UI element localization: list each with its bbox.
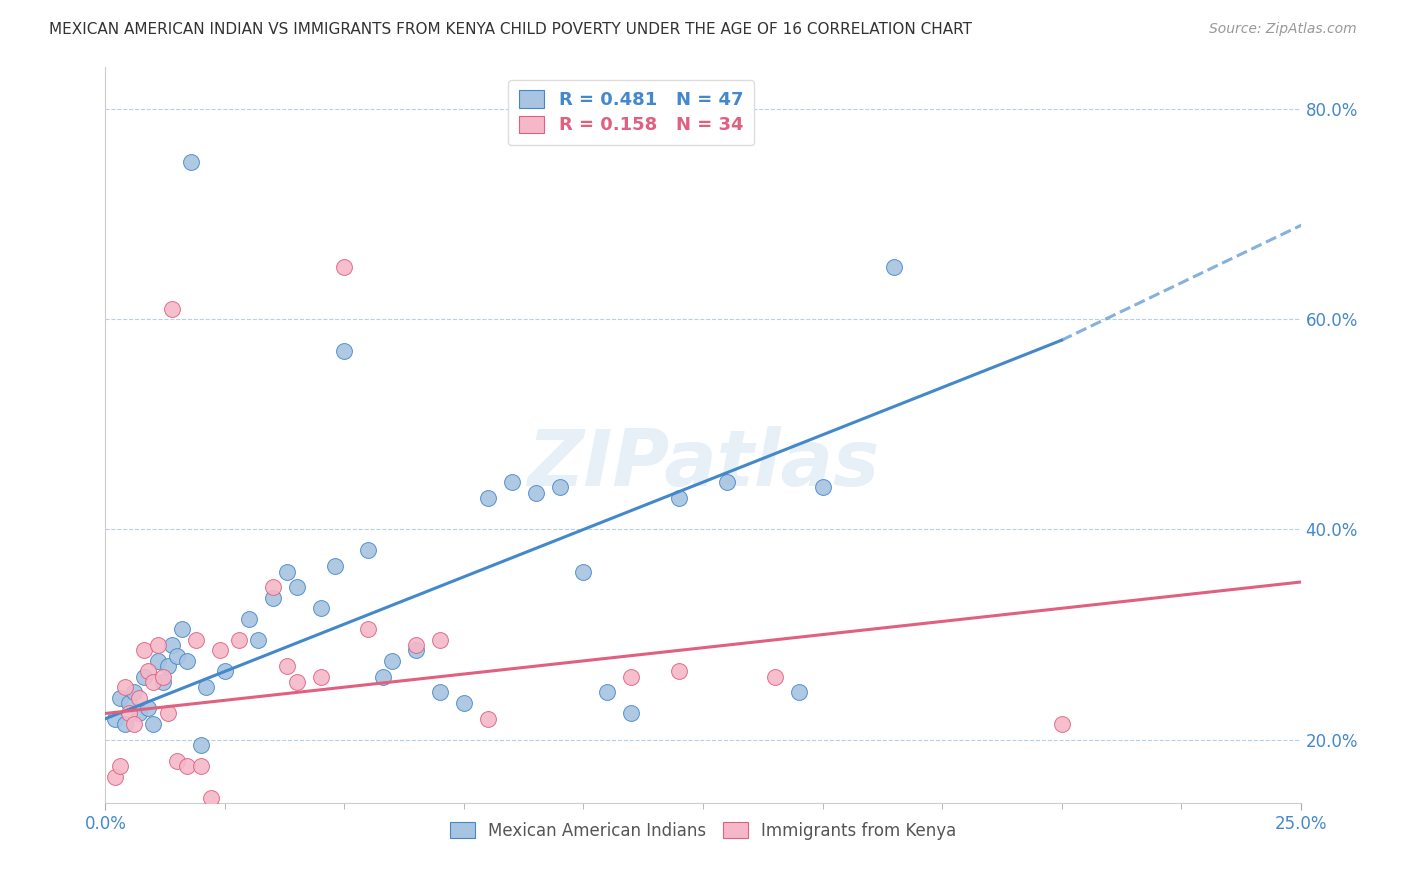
Text: ZIPatlas: ZIPatlas (527, 426, 879, 502)
Point (405, 638, 427, 652)
Point (247, 632, 270, 647)
Point (104, 712, 127, 726)
Point (371, 806, 394, 821)
Point (142, 674, 165, 689)
Point (166, 648, 188, 663)
Point (548, 480, 571, 494)
Point (787, 685, 810, 699)
Point (429, 685, 451, 699)
Point (333, 260, 356, 274)
Point (118, 696, 141, 710)
Point (228, 632, 250, 647)
Point (156, 659, 179, 673)
Point (668, 665, 690, 679)
Point (146, 654, 169, 668)
Point (209, 643, 232, 657)
Point (162, 638, 184, 652)
Point (405, 643, 427, 657)
Point (276, 565, 298, 579)
Point (620, 670, 643, 684)
Point (190, 738, 212, 752)
Point (132, 670, 155, 684)
Point (132, 643, 155, 657)
Point (180, 154, 202, 169)
Point (170, 623, 193, 637)
Legend: Mexican American Indians, Immigrants from Kenya: Mexican American Indians, Immigrants fro… (440, 812, 966, 850)
Point (128, 690, 150, 705)
Text: MEXICAN AMERICAN INDIAN VS IMMIGRANTS FROM KENYA CHILD POVERTY UNDER THE AGE OF : MEXICAN AMERICAN INDIAN VS IMMIGRANTS FR… (49, 22, 972, 37)
Point (371, 670, 394, 684)
Point (1050, 717, 1073, 731)
Point (162, 301, 184, 316)
Point (285, 674, 308, 689)
Point (156, 706, 179, 721)
Point (285, 580, 308, 594)
Point (176, 759, 198, 773)
Point (596, 685, 619, 699)
Point (152, 674, 174, 689)
Point (309, 601, 332, 615)
Point (644, 812, 666, 826)
Point (176, 654, 198, 668)
Point (128, 706, 150, 721)
Point (104, 770, 127, 784)
Point (276, 659, 298, 673)
Point (477, 712, 499, 726)
Point (309, 670, 332, 684)
Point (323, 559, 346, 574)
Point (668, 491, 690, 505)
Point (477, 491, 499, 505)
Point (166, 754, 188, 768)
Point (108, 759, 131, 773)
Point (357, 543, 380, 558)
Point (501, 475, 523, 490)
Point (118, 706, 141, 721)
Point (453, 696, 475, 710)
Point (333, 343, 356, 358)
Text: Source: ZipAtlas.com: Source: ZipAtlas.com (1209, 22, 1357, 37)
Point (381, 654, 404, 668)
Point (811, 480, 834, 494)
Point (138, 665, 160, 679)
Point (200, 790, 222, 805)
Point (429, 632, 451, 647)
Point (262, 591, 284, 605)
Point (572, 565, 595, 579)
Point (114, 717, 136, 731)
Point (190, 759, 212, 773)
Point (138, 701, 160, 715)
Point (357, 623, 380, 637)
Point (142, 717, 165, 731)
Point (122, 717, 145, 731)
Point (122, 685, 145, 699)
Point (214, 665, 236, 679)
Point (194, 680, 217, 694)
Point (114, 680, 136, 694)
Point (763, 670, 786, 684)
Point (186, 632, 208, 647)
Point (108, 690, 131, 705)
Point (620, 706, 643, 721)
Point (524, 485, 547, 500)
Point (883, 260, 905, 274)
Point (238, 612, 260, 626)
Point (152, 670, 174, 684)
Point (262, 580, 284, 594)
Point (146, 638, 169, 652)
Point (716, 475, 738, 490)
